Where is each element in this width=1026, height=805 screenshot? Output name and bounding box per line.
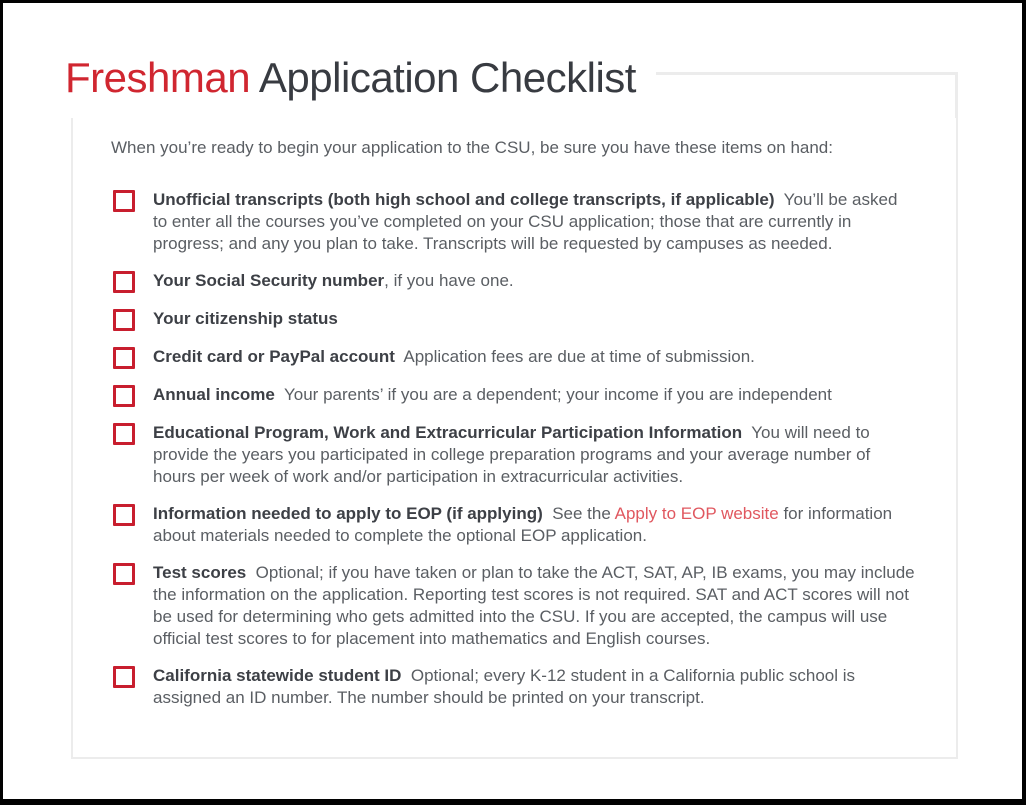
- checklist-item-social-security: Your Social Security number, if you have…: [111, 270, 916, 293]
- checkbox[interactable]: [113, 190, 135, 212]
- item-text: Your Social Security number, if you have…: [153, 270, 514, 292]
- item-desc: Your parents’ if you are a dependent; yo…: [274, 385, 832, 404]
- item-label: Your citizenship status: [153, 309, 338, 328]
- checklist-panel: When you’re ready to begin your applicat…: [71, 118, 958, 759]
- item-label: California statewide student ID: [153, 666, 402, 685]
- item-desc: Optional; every K-12 student in a Califo…: [153, 666, 856, 707]
- item-text: Credit card or PayPal account Applicatio…: [153, 346, 755, 368]
- checklist-item-educational-program: Educational Program, Work and Extracurri…: [111, 422, 916, 488]
- checklist-item-test-scores: Test scores Optional; if you have taken …: [111, 562, 916, 650]
- checkbox[interactable]: [113, 666, 135, 688]
- item-desc: You’ll be asked to enter all the courses…: [153, 190, 898, 253]
- item-text: Unofficial transcripts (both high school…: [153, 189, 916, 255]
- item-text: Educational Program, Work and Extracurri…: [153, 422, 916, 488]
- item-label: Information needed to apply to EOP (if a…: [153, 504, 543, 523]
- page-title-highlight: Freshman: [65, 54, 251, 101]
- item-text: Annual income Your parents’ if you are a…: [153, 384, 832, 406]
- checklist-item-credit-card: Credit card or PayPal account Applicatio…: [111, 346, 916, 369]
- item-text: Test scores Optional; if you have taken …: [153, 562, 916, 650]
- item-text: California statewide student ID Optional…: [153, 665, 916, 709]
- checklist-item-unofficial-transcripts: Unofficial transcripts (both high school…: [111, 189, 916, 255]
- item-desc: , if you have one.: [384, 271, 514, 290]
- item-label: Educational Program, Work and Extracurri…: [153, 423, 743, 442]
- intro-text: When you’re ready to begin your applicat…: [111, 138, 833, 157]
- page-content: Freshman Application Checklist When you’…: [3, 3, 1022, 759]
- checklist-item-citizenship: Your citizenship status: [111, 308, 916, 331]
- page-title-rest: Application Checklist: [258, 54, 637, 101]
- checklist-item-annual-income: Annual income Your parents’ if you are a…: [111, 384, 916, 407]
- item-label: Test scores: [153, 563, 247, 582]
- title-row: Freshman Application Checklist: [65, 53, 959, 118]
- item-label: Annual income: [153, 385, 275, 404]
- checkbox[interactable]: [113, 563, 135, 585]
- item-desc: You will need to provide the years you p…: [153, 423, 871, 486]
- item-desc: Application fees are due at time of subm…: [394, 347, 755, 366]
- title-rule: [655, 72, 959, 118]
- apply-to-eop-link[interactable]: Apply to EOP website: [614, 504, 779, 523]
- checkbox[interactable]: [113, 423, 135, 445]
- checklist-item-eop: Information needed to apply to EOP (if a…: [111, 503, 916, 547]
- item-desc: for information about materials needed t…: [153, 504, 893, 545]
- page-title: Freshman Application Checklist: [65, 53, 636, 103]
- checkbox[interactable]: [113, 385, 135, 407]
- item-desc: Optional; if you have taken or plan to t…: [153, 563, 915, 648]
- item-text: Information needed to apply to EOP (if a…: [153, 503, 916, 547]
- checkbox[interactable]: [113, 271, 135, 293]
- checkbox[interactable]: [113, 309, 135, 331]
- item-label: Your Social Security number: [153, 271, 385, 290]
- item-desc: See the: [542, 504, 615, 523]
- item-label: Credit card or PayPal account: [153, 347, 395, 366]
- item-text: Your citizenship status: [153, 308, 338, 330]
- checkbox[interactable]: [113, 504, 135, 526]
- item-label: Unofficial transcripts (both high school…: [153, 190, 775, 209]
- checklist-item-statewide-id: California statewide student ID Optional…: [111, 665, 916, 709]
- checkbox[interactable]: [113, 347, 135, 369]
